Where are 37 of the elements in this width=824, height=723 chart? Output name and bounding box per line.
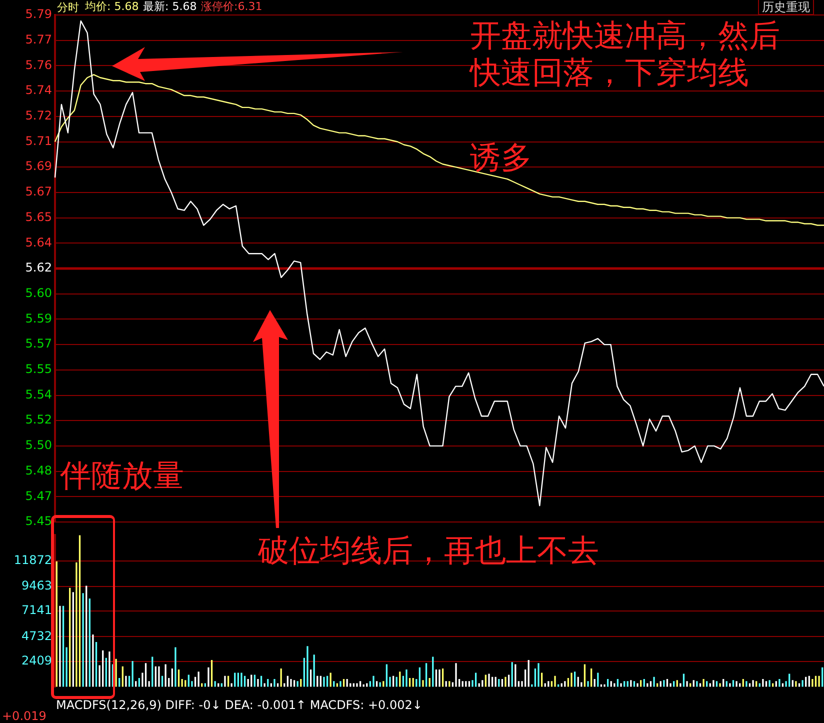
y-tick-label: 5.47 [25,488,52,503]
y-tick-label: 5.45 [25,514,52,528]
chart-title: 分时 [57,0,79,15]
annotation: 开盘就快速冲高，然后快速回落，下穿均线 [470,18,781,92]
y-tick-label: 5.79 [25,7,52,22]
text: 历史重现 [758,0,814,16]
y-tick-label: 5.74 [25,83,52,98]
y-tick-label: 5.76 [25,58,52,72]
y-tick-label: 5.59 [25,311,52,326]
y-tick-label: 5.64 [25,235,52,250]
y-tick-label: 4732 [21,628,52,643]
annotation: 破位均线后，再也上不去 [258,533,599,570]
y-tick-label: 11872 [14,553,52,568]
text: 均价: 5.68 [85,0,139,14]
annotation: 伴随放量 [60,458,184,496]
text: 涨停价:6.31 [201,0,262,14]
y-tick-label: 5.57 [25,336,52,351]
y-tick-label: 7141 [21,603,52,618]
y-tick-label: 9463 [21,578,52,593]
y-tick-label: 5.55 [25,362,52,376]
y-tick-label: 5.65 [25,210,52,224]
y-tick-label: 5.69 [25,159,52,174]
text: MACDFS(12,26,9) DIFF: -0↓ DEA: -0.001↑ MACDFS: +0.002↓ [56,698,422,712]
text: 最新: 5.68 [143,0,197,14]
y-tick-label: 2409 [21,653,52,668]
y-tick-label: 5.72 [25,108,52,123]
y-tick-label: 5.71 [25,134,52,148]
annotation: 诱多 [470,140,532,178]
text: +0.019 [2,709,46,723]
y-tick-label: 5.67 [25,184,52,199]
y-tick-label: 5.54 [25,387,52,402]
y-tick-label: 5.50 [25,438,52,452]
y-tick-label: 5.62 [25,260,52,275]
y-tick-label: 5.60 [25,286,52,300]
y-tick-label: 5.52 [25,412,52,427]
y-tick-label: 5.77 [25,32,52,46]
y-tick-label: 5.48 [25,463,52,478]
